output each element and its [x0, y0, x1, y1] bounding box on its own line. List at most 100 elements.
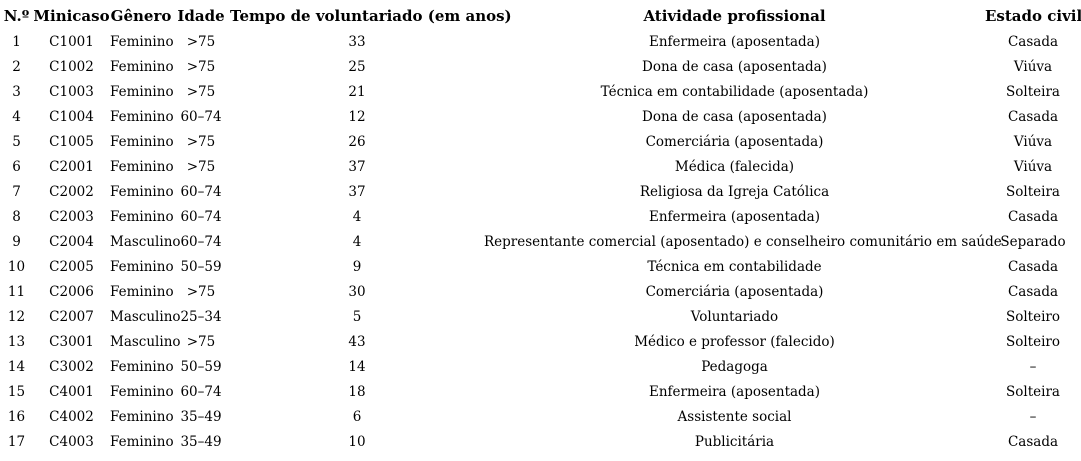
table-cell: 60–74	[180, 233, 222, 250]
table-cell: Pedagoga	[701, 358, 768, 375]
table-cell: Feminino	[110, 183, 174, 200]
table-cell: 15	[7, 383, 26, 400]
table-cell: Comerciária (aposentada)	[645, 283, 824, 300]
table-cell: Feminino	[110, 58, 174, 75]
table-cell: C3001	[49, 333, 94, 350]
table-cell: Feminino	[110, 158, 174, 175]
table-cell: 25–34	[180, 308, 222, 325]
table-row: 6 C2001 Feminino >75 37 Médica (falecida) Viúv…	[0, 154, 1081, 179]
table-cell: >75	[186, 33, 216, 50]
table-cell: C1004	[49, 108, 94, 125]
table-cell: 3	[12, 83, 21, 100]
table-cell: C2004	[49, 233, 94, 250]
table-cell: 60–74	[180, 383, 222, 400]
table-row: 15 C4001 Feminino 60–74 18 Enfermeira (aposen…	[0, 379, 1081, 404]
table-cell: Feminino	[110, 33, 174, 50]
table-cell: 6	[352, 408, 362, 425]
table-cell: 10	[348, 433, 366, 450]
table-cell: 37	[348, 158, 366, 175]
table-row: 4 C1004 Feminino 60–74 12 Dona de casa (apose…	[0, 104, 1081, 129]
table-cell: Feminino	[110, 433, 174, 450]
table-cell: 4	[12, 108, 21, 125]
table-cell: C2003	[49, 208, 94, 225]
table-cell: >75	[186, 333, 216, 350]
table-cell: 8	[12, 208, 21, 225]
table-cell: C2006	[49, 283, 94, 300]
column-header: Atividade profissional	[643, 7, 826, 25]
table-cell: 11	[7, 283, 26, 300]
table-cell: Feminino	[110, 133, 174, 150]
table-cell: Técnica em contabilidade	[647, 258, 822, 275]
table-cell: 13	[7, 333, 26, 350]
table-cell: 7	[12, 183, 21, 200]
table-cell: Masculino	[110, 308, 181, 325]
table-cell: Enfermeira (aposentada)	[648, 383, 821, 400]
table-row: 8 C2003 Feminino 60–74 4 Enfermeira (aposenta…	[0, 204, 1081, 229]
table-cell: Feminino	[110, 108, 174, 125]
column-header: Estado civil	[985, 7, 1081, 25]
table-cell: Casada	[1007, 283, 1059, 300]
table-cell: Casada	[1007, 258, 1059, 275]
table-cell: Enfermeira (aposentada)	[648, 33, 821, 50]
table-header: N.º Minicaso Gênero Idade Tempo de voluntari…	[0, 3, 1081, 29]
table-cell: C4003	[49, 433, 94, 450]
table-row: 3 C1003 Feminino >75 21 Técnica em contabilid…	[0, 79, 1081, 104]
table-cell: Solteira	[1006, 383, 1060, 400]
table-cell: Solteiro	[1005, 308, 1060, 325]
table-cell: Assistente social	[677, 408, 792, 425]
table-cell: C2001	[49, 158, 94, 175]
table-cell: Dona de casa (aposentada)	[642, 58, 827, 75]
table-cell: Feminino	[110, 258, 174, 275]
table-cell: Casada	[1007, 108, 1059, 125]
table-cell: –	[1029, 358, 1037, 375]
table-cell: Médico e professor (falecido)	[634, 333, 835, 350]
table-cell: 9	[352, 258, 362, 275]
table-cell: C1001	[49, 33, 94, 50]
table-cell: Técnica em contabilidade (aposentada)	[600, 83, 869, 100]
table-cell: Feminino	[110, 383, 174, 400]
table-cell: >75	[186, 58, 216, 75]
column-header: N.º	[3, 7, 30, 25]
table-cell: 14	[7, 358, 26, 375]
table-row: 1 C1001 Feminino >75 33 Enfermeira (aposentad…	[0, 29, 1081, 54]
table-cell: Enfermeira (aposentada)	[648, 208, 821, 225]
column-header: Idade	[177, 7, 225, 25]
table-row: 7 C2002 Feminino 60–74 37 Religiosa da Igreja…	[0, 179, 1081, 204]
table-cell: C4001	[49, 383, 94, 400]
table-cell: 4	[352, 233, 362, 250]
table-cell: 37	[348, 183, 366, 200]
table-cell: Solteiro	[1005, 333, 1060, 350]
table-cell: Casada	[1007, 33, 1059, 50]
table-row: 2 C1002 Feminino >75 25 Dona de casa (aposent…	[0, 54, 1081, 79]
table-cell: Feminino	[110, 408, 174, 425]
table-cell: 6	[12, 158, 21, 175]
table-cell: >75	[186, 83, 216, 100]
table-cell: Voluntariado	[690, 308, 779, 325]
table-cell: C2005	[49, 258, 94, 275]
table-cell: Comerciária (aposentada)	[645, 133, 824, 150]
table-cell: C1002	[49, 58, 94, 75]
table-row: 11 C2006 Feminino >75 30 Comerciária (aposent…	[0, 279, 1081, 304]
table-cell: 5	[352, 308, 362, 325]
table-cell: 12	[348, 108, 366, 125]
table-cell: Solteira	[1006, 183, 1060, 200]
table-row: 5 C1005 Feminino >75 26 Comerciária (aposenta…	[0, 129, 1081, 154]
table-cell: Separado	[1000, 233, 1066, 250]
table-body: 1 C1001 Feminino >75 33 Enfermeira (aposentad…	[0, 29, 1081, 454]
table-cell: 12	[7, 308, 26, 325]
column-header: Minicaso	[33, 7, 110, 25]
table-cell: Masculino	[110, 233, 181, 250]
table-cell: 60–74	[180, 108, 222, 125]
table-cell: 2	[12, 58, 21, 75]
table-cell: 35–49	[180, 433, 222, 450]
table-cell: Médica (falecida)	[674, 158, 795, 175]
table-row: 13 C3001 Masculino >75 43 Médico e professor …	[0, 329, 1081, 354]
table-cell: C3002	[49, 358, 94, 375]
table-cell: –	[1029, 408, 1037, 425]
table-cell: 16	[7, 408, 26, 425]
table-cell: Casada	[1007, 433, 1059, 450]
table-cell: 35–49	[180, 408, 222, 425]
table-cell: Religiosa da Igreja Católica	[639, 183, 830, 200]
table-cell: 18	[348, 383, 366, 400]
table-cell: 9	[12, 233, 21, 250]
